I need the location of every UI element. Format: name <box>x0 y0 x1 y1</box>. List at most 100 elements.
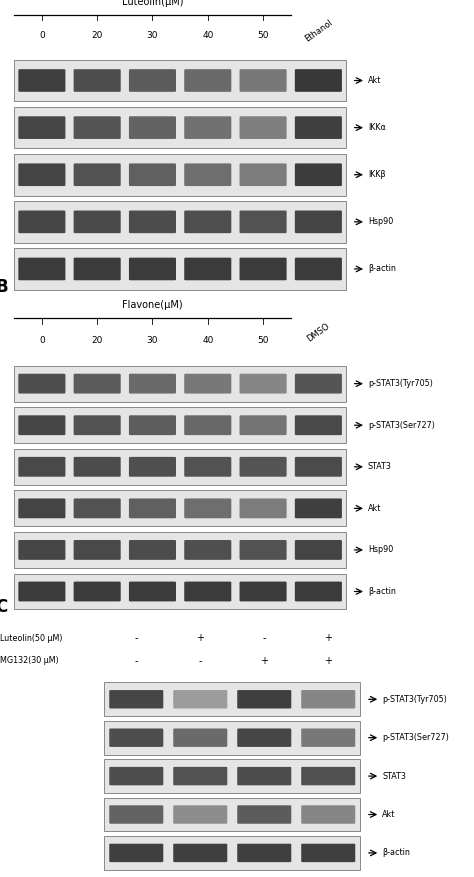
Text: STAT3: STAT3 <box>382 772 406 781</box>
FancyBboxPatch shape <box>184 540 231 560</box>
FancyBboxPatch shape <box>295 540 342 560</box>
FancyBboxPatch shape <box>173 729 228 747</box>
FancyBboxPatch shape <box>173 690 228 709</box>
Text: p-STAT3(Tyr705): p-STAT3(Tyr705) <box>382 695 447 703</box>
FancyBboxPatch shape <box>295 210 342 233</box>
Text: Hsp90: Hsp90 <box>368 217 393 226</box>
Bar <box>14 490 346 526</box>
Text: Akt: Akt <box>368 76 381 85</box>
Text: Luteolin(50 μM): Luteolin(50 μM) <box>0 633 63 643</box>
Text: β-actin: β-actin <box>368 265 396 274</box>
Text: 30: 30 <box>147 336 158 345</box>
FancyBboxPatch shape <box>184 258 231 281</box>
FancyBboxPatch shape <box>184 374 231 394</box>
FancyBboxPatch shape <box>18 374 65 394</box>
FancyBboxPatch shape <box>301 690 355 709</box>
FancyBboxPatch shape <box>173 844 228 862</box>
FancyBboxPatch shape <box>18 498 65 518</box>
FancyBboxPatch shape <box>237 690 291 709</box>
Text: -: - <box>135 633 138 643</box>
FancyBboxPatch shape <box>184 69 231 92</box>
FancyBboxPatch shape <box>301 805 355 824</box>
Text: -: - <box>263 633 266 643</box>
FancyBboxPatch shape <box>237 805 291 824</box>
Text: Flavone(μM): Flavone(μM) <box>122 301 183 310</box>
FancyBboxPatch shape <box>239 457 287 477</box>
FancyBboxPatch shape <box>239 69 287 92</box>
FancyBboxPatch shape <box>239 163 287 186</box>
Bar <box>14 248 346 289</box>
FancyBboxPatch shape <box>295 258 342 281</box>
FancyBboxPatch shape <box>73 210 121 233</box>
FancyBboxPatch shape <box>239 210 287 233</box>
FancyBboxPatch shape <box>109 729 163 747</box>
FancyBboxPatch shape <box>184 416 231 435</box>
Text: C: C <box>0 598 8 616</box>
FancyBboxPatch shape <box>184 581 231 602</box>
Text: +: + <box>196 633 204 643</box>
Text: STAT3: STAT3 <box>368 462 392 471</box>
Text: IKKα: IKKα <box>368 123 386 132</box>
FancyBboxPatch shape <box>173 805 228 824</box>
FancyBboxPatch shape <box>73 416 121 435</box>
FancyBboxPatch shape <box>239 581 287 602</box>
Text: Luteolin(μM): Luteolin(μM) <box>122 0 183 8</box>
Text: Hsp90: Hsp90 <box>368 545 393 554</box>
FancyBboxPatch shape <box>129 457 176 477</box>
Text: +: + <box>324 633 332 643</box>
FancyBboxPatch shape <box>73 457 121 477</box>
Text: β-actin: β-actin <box>382 848 410 858</box>
FancyBboxPatch shape <box>184 210 231 233</box>
FancyBboxPatch shape <box>295 163 342 186</box>
FancyBboxPatch shape <box>73 258 121 281</box>
Text: -: - <box>135 656 138 666</box>
FancyBboxPatch shape <box>239 498 287 518</box>
FancyBboxPatch shape <box>73 374 121 394</box>
FancyBboxPatch shape <box>239 540 287 560</box>
FancyBboxPatch shape <box>129 498 176 518</box>
Text: 50: 50 <box>257 336 269 345</box>
Bar <box>14 107 346 148</box>
FancyBboxPatch shape <box>109 766 163 785</box>
Text: 0: 0 <box>39 32 45 40</box>
Text: β-actin: β-actin <box>368 587 396 596</box>
FancyBboxPatch shape <box>73 69 121 92</box>
Text: p-STAT3(Ser727): p-STAT3(Ser727) <box>368 421 435 430</box>
Text: IKKβ: IKKβ <box>368 170 385 179</box>
FancyBboxPatch shape <box>237 729 291 747</box>
FancyBboxPatch shape <box>109 690 163 709</box>
FancyBboxPatch shape <box>295 416 342 435</box>
FancyBboxPatch shape <box>237 766 291 785</box>
Bar <box>104 759 360 793</box>
Text: MG132(30 μM): MG132(30 μM) <box>0 656 59 666</box>
Bar <box>14 449 346 485</box>
FancyBboxPatch shape <box>18 69 65 92</box>
FancyBboxPatch shape <box>301 844 355 862</box>
Text: p-STAT3(Tyr705): p-STAT3(Tyr705) <box>368 379 433 389</box>
FancyBboxPatch shape <box>295 69 342 92</box>
Text: 40: 40 <box>202 32 213 40</box>
FancyBboxPatch shape <box>73 540 121 560</box>
FancyBboxPatch shape <box>184 117 231 139</box>
Text: p-STAT3(Ser727): p-STAT3(Ser727) <box>382 733 449 742</box>
FancyBboxPatch shape <box>18 210 65 233</box>
Bar <box>14 60 346 102</box>
FancyBboxPatch shape <box>295 498 342 518</box>
FancyBboxPatch shape <box>237 844 291 862</box>
Bar <box>104 836 360 870</box>
FancyBboxPatch shape <box>109 805 163 824</box>
FancyBboxPatch shape <box>129 374 176 394</box>
FancyBboxPatch shape <box>184 498 231 518</box>
Text: DMSO: DMSO <box>305 322 331 344</box>
FancyBboxPatch shape <box>129 69 176 92</box>
Text: 30: 30 <box>147 32 158 40</box>
FancyBboxPatch shape <box>73 163 121 186</box>
FancyBboxPatch shape <box>301 729 355 747</box>
FancyBboxPatch shape <box>18 163 65 186</box>
FancyBboxPatch shape <box>18 540 65 560</box>
Bar <box>14 201 346 243</box>
FancyBboxPatch shape <box>129 163 176 186</box>
Text: -: - <box>199 656 202 666</box>
FancyBboxPatch shape <box>173 766 228 785</box>
FancyBboxPatch shape <box>73 117 121 139</box>
